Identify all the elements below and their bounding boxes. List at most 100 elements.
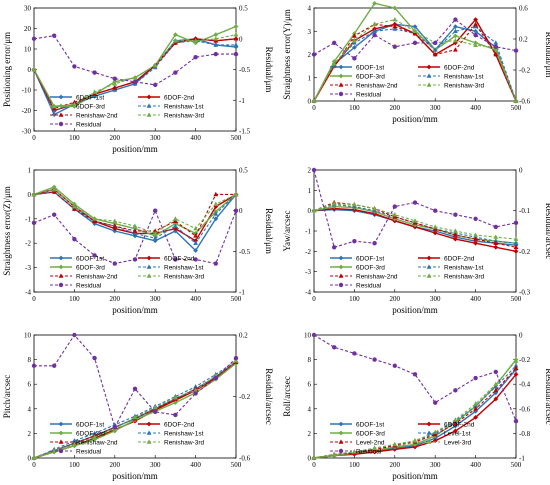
legend-marker-ren1 bbox=[146, 264, 152, 269]
data-point bbox=[412, 444, 418, 450]
y-tick-label: -10 bbox=[22, 87, 32, 95]
data-point bbox=[453, 37, 458, 43]
x-tick-label: 200 bbox=[390, 104, 401, 112]
data-point bbox=[132, 414, 138, 420]
legend-marker-dof2 bbox=[146, 94, 152, 100]
data-point bbox=[92, 216, 97, 221]
legend-marker-dof2 bbox=[146, 421, 152, 427]
y-tick-label: 6 bbox=[308, 381, 312, 389]
x-tick-label: 300 bbox=[150, 295, 161, 303]
data-point bbox=[72, 204, 77, 209]
x-axis-label: position/mm bbox=[112, 471, 158, 481]
data-point bbox=[173, 228, 178, 234]
data-point bbox=[132, 233, 138, 239]
legend-label-resid: Residual bbox=[76, 282, 102, 289]
data-point bbox=[132, 223, 138, 228]
legend-marker-dof3 bbox=[338, 264, 344, 270]
legend-label-ren1: Renishaw-1st bbox=[164, 103, 204, 110]
y2-tick-label: -0.6 bbox=[239, 455, 251, 463]
data-point bbox=[432, 47, 438, 52]
x-tick-label: 500 bbox=[231, 461, 242, 469]
y2-axis-label: Residual/arcsec bbox=[264, 368, 274, 424]
data-point bbox=[213, 201, 219, 206]
data-point bbox=[453, 47, 458, 52]
data-point bbox=[173, 32, 178, 38]
data-point bbox=[513, 418, 519, 424]
legend-label-ren2: Renishaw-2nd bbox=[76, 439, 118, 446]
legend-label-dof1: 6DOF-1st bbox=[356, 255, 384, 262]
data-point bbox=[473, 17, 478, 23]
legend-marker-dof1 bbox=[338, 64, 344, 70]
y-tick-label: 0 bbox=[308, 98, 312, 106]
series-line bbox=[33, 191, 237, 252]
series-ren3 bbox=[311, 200, 519, 241]
y-tick-label: -4 bbox=[25, 289, 31, 297]
data-point bbox=[213, 375, 218, 381]
data-point bbox=[513, 363, 519, 368]
data-point bbox=[392, 17, 398, 22]
data-point bbox=[352, 56, 357, 61]
data-point bbox=[513, 358, 519, 363]
chart-panel-6: 0 100 200 300 400 500 0 2 4 6 8 10 -1 -0.8 -0.6 -0.4 -0.… bbox=[282, 332, 550, 482]
x-tick-label: 500 bbox=[231, 134, 242, 142]
y-tick-label: 3 bbox=[308, 28, 312, 36]
data-point bbox=[473, 375, 478, 381]
legend-label-dof3: 6DOF-3rd bbox=[76, 264, 105, 271]
x-tick-label: 300 bbox=[150, 461, 161, 469]
chart-panel-3: 0 100 200 300 400 500 -4 -3 -2 -1 0 1 -1 -0.5 0 0.5 posi… bbox=[2, 167, 274, 316]
x-tick-label: 500 bbox=[231, 295, 242, 303]
data-point bbox=[513, 371, 519, 377]
legend-marker-dof1 bbox=[58, 255, 64, 261]
data-point bbox=[52, 33, 57, 38]
data-point bbox=[453, 232, 458, 237]
series-ren3 bbox=[31, 358, 239, 460]
data-point bbox=[92, 70, 97, 75]
series-line bbox=[33, 361, 237, 459]
y-tick-label: 8 bbox=[28, 356, 32, 364]
legend-label-resid: Residual bbox=[76, 121, 102, 128]
data-point bbox=[432, 432, 438, 437]
data-point bbox=[132, 228, 138, 233]
series-ren2 bbox=[31, 36, 239, 111]
data-point bbox=[473, 21, 478, 27]
data-point bbox=[331, 451, 337, 457]
y-tick-label: 20 bbox=[24, 25, 32, 33]
legend-label-dof1: 6DOF-1st bbox=[76, 255, 104, 262]
data-point bbox=[132, 257, 138, 262]
data-point bbox=[453, 428, 458, 434]
data-point bbox=[392, 5, 398, 11]
y-tick-label: -3 bbox=[305, 268, 311, 276]
legend-marker-resid bbox=[58, 121, 64, 127]
y-tick-label: 6 bbox=[28, 381, 32, 389]
legend-marker-dof2 bbox=[426, 421, 432, 427]
data-point bbox=[311, 52, 317, 57]
series-resid bbox=[311, 167, 519, 250]
data-point bbox=[112, 76, 118, 81]
y2-tick-label: -0.6 bbox=[519, 405, 531, 413]
legend-label-ren3: Renishaw-3rd bbox=[444, 273, 484, 280]
data-point bbox=[92, 355, 97, 361]
data-point bbox=[233, 42, 239, 47]
data-point bbox=[473, 216, 478, 221]
legend-marker-dof1 bbox=[58, 421, 64, 427]
data-point bbox=[453, 24, 458, 29]
y-tick-label: 8 bbox=[308, 356, 312, 364]
legend-label-dof2: 6DOF-2nd bbox=[444, 64, 475, 71]
data-point bbox=[493, 387, 499, 393]
y-axis-label: Pitch/arcsec bbox=[2, 375, 12, 418]
data-point bbox=[513, 365, 519, 371]
y2-axis-label: Residual/μm bbox=[544, 32, 550, 78]
y-tick-label: -20 bbox=[22, 107, 32, 115]
series-line bbox=[33, 35, 236, 86]
y-tick-label: 0 bbox=[308, 207, 312, 215]
y2-tick-label: -1.5 bbox=[239, 128, 251, 136]
data-point bbox=[392, 204, 397, 209]
chart-panel-1: 0 100 200 300 400 500 -30 -20 -10 0 10 20 30 -1.5 -1 -0… bbox=[2, 5, 274, 155]
y2-tick-label: -0.3 bbox=[519, 289, 531, 297]
legend-label-dof1: 6DOF-1st bbox=[356, 421, 384, 428]
legend-label-dof1: 6DOF-1st bbox=[76, 94, 104, 101]
x-axis-label: position/mm bbox=[392, 471, 438, 481]
y2-axis-label: Residual/arcsec bbox=[544, 203, 550, 259]
data-point bbox=[493, 240, 499, 245]
legend: 6DOF-1st 6DOF-2nd 6DOF-3rd Level-1st Level-2… bbox=[330, 421, 475, 455]
